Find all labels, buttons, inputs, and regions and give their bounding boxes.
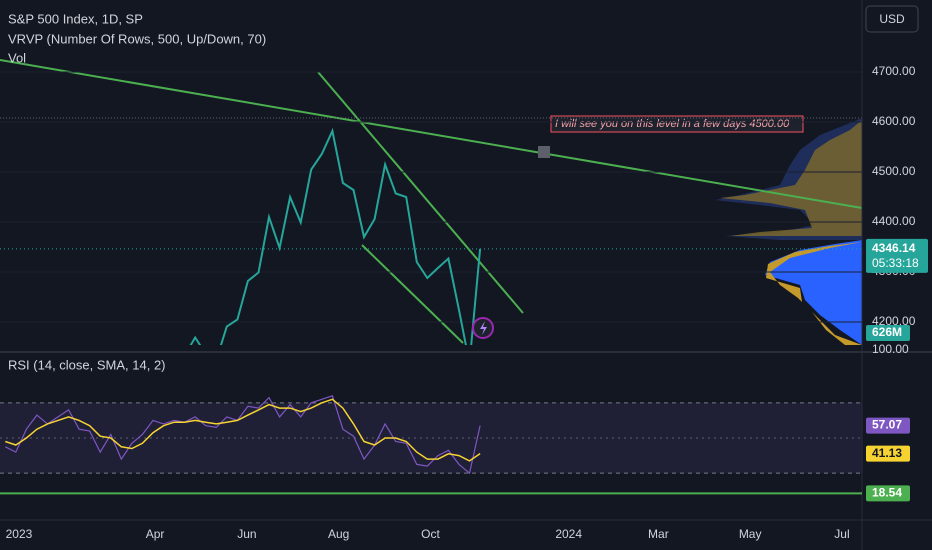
rsi-value-tag (866, 445, 910, 462)
annotation-marker[interactable] (538, 146, 550, 158)
countdown: 05:33:18 (872, 256, 919, 270)
flash-glyph (480, 321, 487, 335)
x-tick-label: 2024 (555, 527, 582, 541)
rsi-band (0, 402, 862, 474)
rsi-value-tag (866, 417, 910, 434)
y-tick-label: 4200.00 (872, 314, 916, 328)
x-tick-label: Apr (146, 527, 165, 541)
volume-label: 626M (872, 325, 902, 339)
x-tick-label: Mar (648, 527, 669, 541)
y-tick-label: 4400.00 (872, 214, 916, 228)
annotation-box (550, 115, 804, 133)
currency-button[interactable] (865, 5, 919, 33)
volume-tag (866, 325, 910, 341)
level-label: 18.54 (872, 485, 902, 499)
price-line (189, 127, 482, 345)
annotation: I will see you on this level in a few da… (555, 118, 790, 130)
rsi-label: RSI (14, close, SMA, 14, 2) (8, 357, 166, 372)
last-price: 4346.14 (872, 241, 916, 255)
rsi-line (5, 398, 481, 462)
symbol-title: S&P 500 Index, 1D, SP (8, 11, 143, 26)
level-tag (866, 485, 910, 502)
x-tick-label: May (739, 527, 762, 541)
y-tick-label: 4500.00 (872, 164, 916, 178)
x-tick-label: Jun (237, 527, 256, 541)
x-tick-label: Jul (834, 527, 849, 541)
y-tick-label: 4600.00 (872, 114, 916, 128)
last-price-tag (866, 238, 928, 273)
x-tick-label: Oct (421, 527, 440, 541)
trend-lines (0, 59, 863, 344)
vrvp-label: VRVP (Number Of Rows, 500, Up/Down, 70) (8, 31, 266, 46)
y-tick-label: 4700.00 (872, 64, 916, 78)
currency[interactable]: USD (879, 12, 905, 26)
rsi-value: 57.07 (872, 418, 902, 432)
volume-profile (715, 118, 862, 345)
volume-axis-label: 100.00 (872, 342, 909, 356)
x-tick-label: 2023 (6, 527, 33, 541)
rsi-value: 41.13 (872, 446, 902, 460)
vol-label: Vol (8, 50, 26, 65)
x-tick-label: Aug (328, 527, 349, 541)
rsi-line (5, 395, 481, 475)
